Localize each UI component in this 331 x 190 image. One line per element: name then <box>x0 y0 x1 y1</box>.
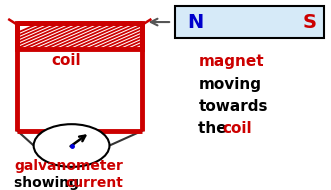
Text: magnet: magnet <box>199 55 264 70</box>
Text: the: the <box>199 121 232 136</box>
Text: towards: towards <box>199 99 268 114</box>
Text: N: N <box>187 13 203 32</box>
Text: current: current <box>65 176 123 190</box>
Bar <box>175 6 324 38</box>
Text: galvanometer: galvanometer <box>14 159 123 173</box>
Text: S: S <box>303 13 317 32</box>
Text: showing: showing <box>14 176 84 190</box>
Circle shape <box>34 124 110 167</box>
Text: moving: moving <box>199 77 261 92</box>
Bar <box>17 23 142 49</box>
Text: coil: coil <box>52 53 81 68</box>
Text: coil: coil <box>222 121 252 136</box>
